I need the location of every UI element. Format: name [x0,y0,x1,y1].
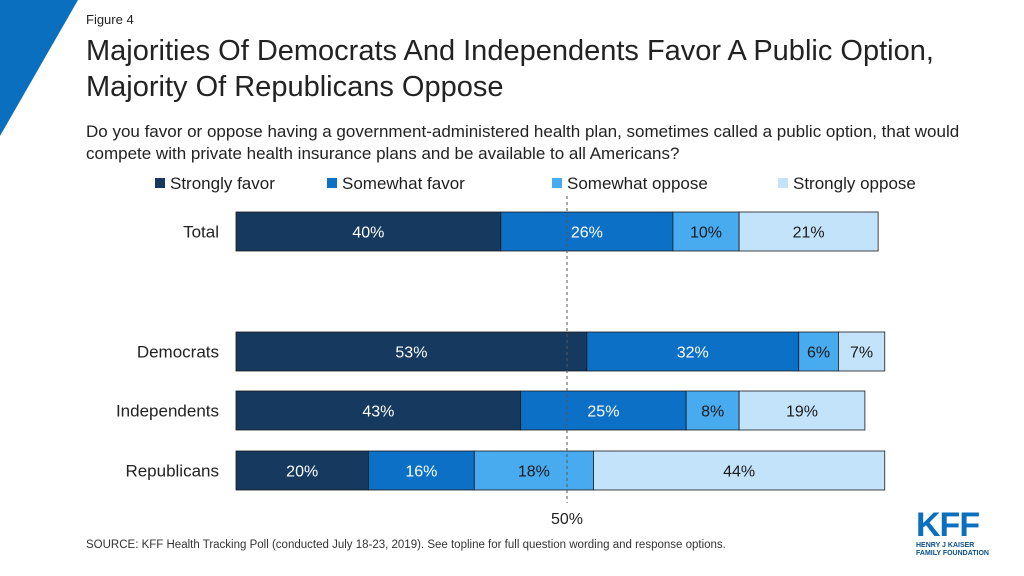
logo-subtext: HENRY J KAISER FAMILY FOUNDATION [916,542,996,558]
data-label: 26% [571,225,603,242]
logo-main-text: KFF [916,506,980,544]
data-label: 19% [786,404,818,421]
bar-segment [738,390,866,431]
legend-swatch [155,177,165,188]
bar-segment [672,211,740,252]
bar-segment [593,450,886,491]
data-label: 8% [701,404,724,421]
data-label: 16% [405,464,437,481]
bar-segment [586,331,800,372]
bar-segment [235,390,522,431]
category-label: Total [183,223,219,242]
data-label: 53% [395,345,427,362]
bar-segment [520,390,687,431]
logo-line-1: HENRY J KAISER [916,542,975,549]
data-label: 18% [518,464,550,481]
bar-segment [838,331,886,372]
data-label: 20% [286,464,318,481]
legend-item: Somewhat favor [327,172,465,196]
source-note: SOURCE: KFF Health Tracking Poll (conduc… [86,539,726,551]
bar-segment [235,450,369,491]
legend-swatch [778,177,788,188]
kff-logo: KFF HENRY J KAISER FAMILY FOUNDATION [916,508,996,558]
bar-segment [738,211,879,252]
stacked-bar-chart: Total 40% 26% 10% 21% Democrats 53% 32% 6% 7% Inde… [116,196,886,528]
legend-item: Strongly oppose [778,172,916,196]
data-label: 21% [793,225,825,242]
legend-swatch [327,177,337,188]
legend-label: Somewhat favor [342,174,465,193]
legend-item: Strongly favor [155,172,275,196]
corner-triangle [0,0,78,136]
legend-label: Somewhat oppose [567,174,708,193]
logo-line-2: FAMILY FOUNDATION [916,550,989,557]
bar-segment [685,390,740,431]
corner-accent-shape [0,0,78,136]
category-label: Independents [116,402,219,421]
bar-segment [473,450,594,491]
figure-label: Figure 4 [86,12,134,27]
bar-segment [798,331,839,372]
data-label: 40% [352,225,384,242]
legend-label: Strongly favor [170,174,275,193]
bar-segment [235,211,502,252]
data-label: 6% [807,345,830,362]
chart-title: Majorities Of Democrats And Independents… [86,35,934,103]
data-label: 10% [690,225,722,242]
data-label: 44% [723,464,755,481]
data-label: 25% [587,404,619,421]
chart-subtitle: Do you favor or oppose having a governme… [86,122,960,163]
category-label: Democrats [137,343,219,362]
bar-segment [367,450,475,491]
legend-swatch [552,177,562,188]
legend-item: Somewhat oppose [552,172,708,196]
bar-segment [235,331,588,372]
data-label: 7% [850,345,873,362]
legend-label: Strongly oppose [793,174,916,193]
bar-segment [500,211,674,252]
reference-line-label: 50% [551,511,583,528]
data-label: 32% [677,345,709,362]
category-label: Republicans [125,462,219,481]
data-label: 43% [362,404,394,421]
